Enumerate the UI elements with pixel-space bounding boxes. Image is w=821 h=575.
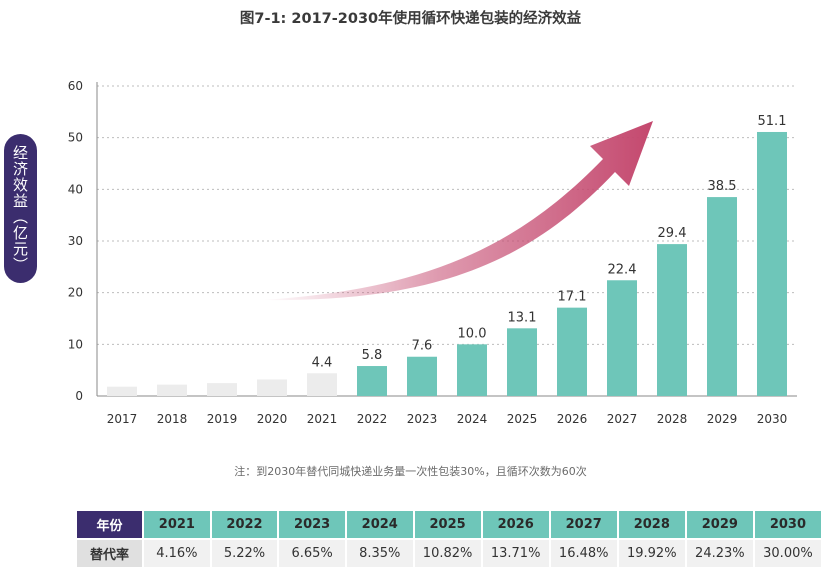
- rate-cell: 24.23%: [684, 538, 754, 567]
- bar-2024: [457, 344, 487, 396]
- x-tick-label: 2025: [507, 412, 538, 426]
- x-tick-label: 2019: [207, 412, 238, 426]
- bar-2022: [357, 366, 387, 396]
- rate-cell: 5.22%: [209, 538, 279, 567]
- bar-value-label: 17.1: [558, 290, 587, 305]
- chart-note: 注：到2030年替代同城快递业务量一次性包装30%，且循环次数为60次: [234, 465, 587, 478]
- x-tick-label: 2028: [657, 412, 688, 426]
- y-tick-label: 30: [68, 234, 83, 248]
- y-tick-label: 20: [68, 286, 83, 300]
- x-tick-label: 2018: [157, 412, 188, 426]
- bar-2023: [407, 356, 437, 396]
- bar-value-label: 10.0: [458, 326, 487, 341]
- bar-labels: 4.4 5.8 7.6 10.0 13.1 17.1 22.4 29.4 38.5 51.1: [312, 114, 787, 370]
- x-axis-ticks: 2017 2018 2019 2020 2021 2022 2023 2024 2025 2026…: [107, 412, 788, 426]
- rate-cell: 16.48%: [548, 538, 618, 567]
- bar-2017: [107, 386, 137, 396]
- year-cell: 2021: [142, 509, 211, 539]
- y-axis-label: 经济效益（亿元）: [11, 144, 29, 273]
- x-tick-label: 2017: [107, 412, 138, 426]
- bar-2019: [207, 383, 237, 396]
- year-cell: 2028: [616, 509, 686, 539]
- bar-value-label: 4.4: [312, 355, 333, 370]
- year-cell: 2025: [412, 509, 482, 539]
- y-tick-label: 50: [68, 131, 83, 145]
- year-cell: 2023: [277, 509, 346, 539]
- bar-2025: [507, 328, 537, 396]
- bar-value-label: 38.5: [708, 179, 737, 194]
- x-tick-label: 2022: [357, 412, 388, 426]
- x-tick-label: 2020: [257, 412, 288, 426]
- y-tick-label: 60: [68, 79, 83, 93]
- bar-2027: [607, 280, 637, 396]
- year-cell: 2030: [752, 509, 821, 539]
- year-cell: 2022: [209, 509, 279, 539]
- table-value-row: 替代率 4.16% 5.22% 6.65% 8.35% 10.82% 13.71% 16.4…: [74, 538, 821, 567]
- rate-cell: 30.00%: [752, 538, 821, 567]
- year-cell: 2029: [684, 509, 754, 539]
- rate-row-heading: 替代率: [74, 538, 144, 567]
- bar-2026: [557, 307, 587, 396]
- growth-trend-arrow: [262, 121, 653, 301]
- bar-2020: [257, 379, 287, 396]
- bar-2018: [157, 384, 187, 396]
- year-cell: 2026: [480, 509, 550, 539]
- substitution-rate-table: 年份 2021 2022 2023 2024 2025 2026 2027 2028 2029 2…: [74, 509, 821, 567]
- y-axis-label-badge: 经济效益（亿元）: [4, 134, 37, 283]
- y-tick-label: 10: [68, 337, 83, 351]
- rate-cell: 19.92%: [616, 538, 686, 567]
- y-tick-label: 40: [68, 182, 83, 196]
- table-header-row: 年份 2021 2022 2023 2024 2025 2026 2027 2028 2029 2…: [74, 509, 821, 539]
- bar-2021: [307, 373, 337, 396]
- x-tick-label: 2026: [557, 412, 588, 426]
- bar-value-label: 22.4: [608, 262, 637, 277]
- bars: [107, 131, 787, 396]
- rate-cell: 4.16%: [142, 538, 211, 567]
- bar-value-label: 29.4: [658, 226, 687, 241]
- rate-cell: 8.35%: [344, 538, 414, 567]
- bar-2028: [657, 244, 687, 396]
- bar-value-label: 5.8: [362, 348, 383, 363]
- x-tick-label: 2023: [407, 412, 438, 426]
- x-tick-label: 2030: [757, 412, 788, 426]
- year-cell: 2024: [344, 509, 414, 539]
- rate-cell: 10.82%: [412, 538, 482, 567]
- x-tick-label: 2029: [707, 412, 738, 426]
- year-row-heading: 年份: [74, 509, 144, 539]
- bar-value-label: 13.1: [508, 310, 537, 325]
- x-tick-label: 2021: [307, 412, 338, 426]
- x-tick-label: 2027: [607, 412, 638, 426]
- bar-value-label: 7.6: [412, 339, 433, 354]
- year-cell: 2027: [548, 509, 618, 539]
- bar-2030: [757, 131, 787, 396]
- y-tick-label: 0: [75, 389, 83, 403]
- bar-2029: [707, 197, 737, 396]
- rate-cell: 13.71%: [480, 538, 550, 567]
- rate-cell: 6.65%: [277, 538, 346, 567]
- bar-value-label: 51.1: [758, 114, 787, 129]
- chart-title: 图7-1: 2017-2030年使用循环快递包装的经济效益: [239, 11, 582, 27]
- x-tick-label: 2024: [457, 412, 488, 426]
- gridlines: [97, 85, 797, 345]
